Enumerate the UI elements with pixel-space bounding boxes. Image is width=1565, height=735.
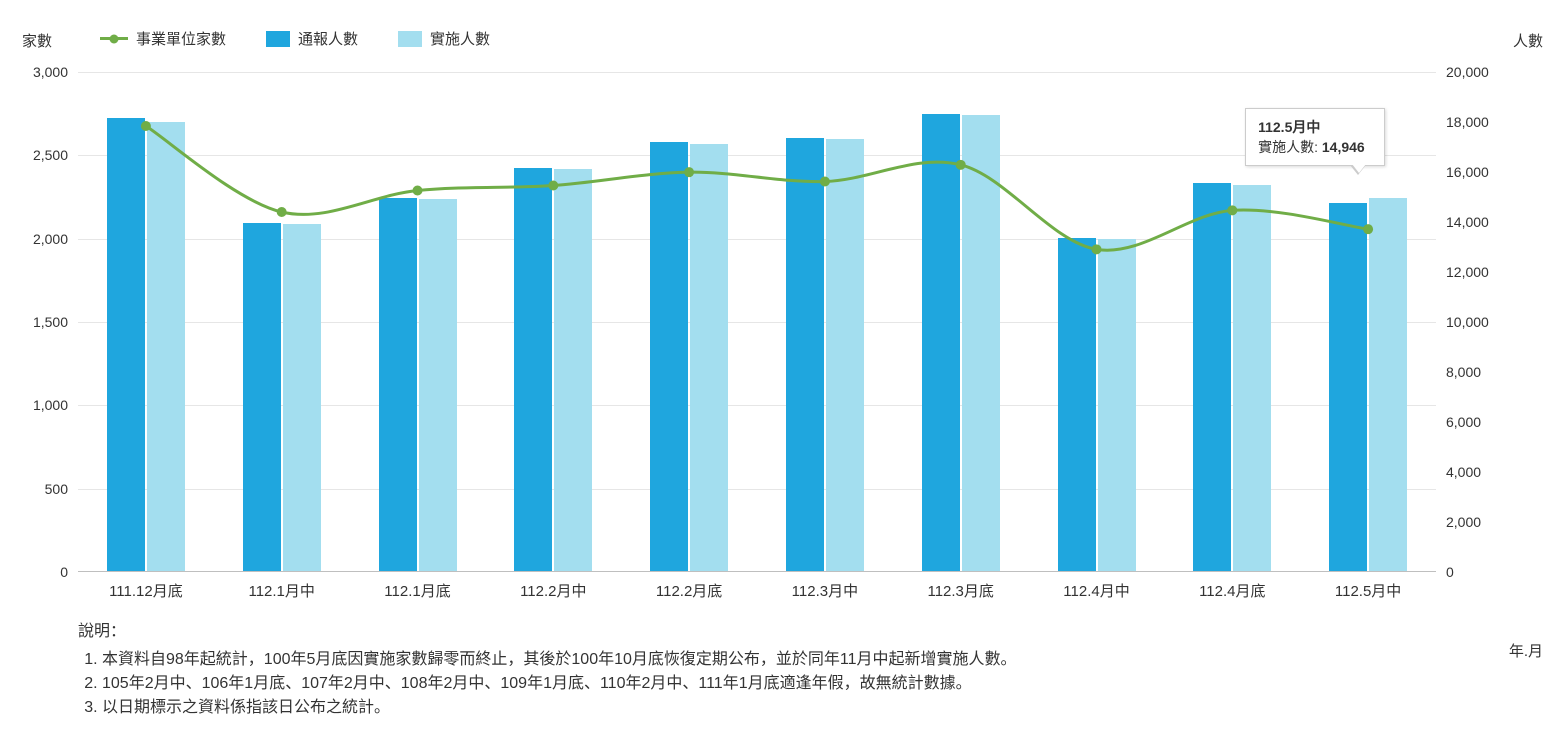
tooltip-value: 14,946 [1322, 139, 1365, 155]
legend-item-line[interactable]: 事業單位家數 [100, 28, 226, 49]
y-tick-right-label: 16,000 [1436, 164, 1489, 180]
note-item: 105年2月中、106年1月底、107年2月中、108年2月中、109年1月底、… [102, 672, 1017, 696]
plot-area: 05001,0001,5002,0002,5003,000 02,0004,00… [78, 72, 1436, 572]
x-tick-label: 111.12月底 [109, 580, 183, 601]
legend: 事業單位家數 通報人數 實施人數 [100, 28, 490, 49]
y-tick-left-label: 2,000 [33, 231, 78, 247]
x-tick-label: 112.5月中 [1335, 580, 1401, 601]
legend-label: 實施人數 [430, 28, 490, 49]
x-axis-line [78, 571, 1436, 572]
line-marker[interactable] [277, 207, 287, 217]
x-tick-label: 112.1月底 [384, 580, 450, 601]
x-tick-label: 112.4月中 [1063, 580, 1129, 601]
tooltip-category: 112.5月中 [1258, 119, 1320, 135]
line-marker[interactable] [413, 186, 423, 196]
y-tick-left-label: 1,000 [33, 397, 78, 413]
y-tick-right-label: 12,000 [1436, 264, 1489, 280]
y-tick-left-label: 3,000 [33, 64, 78, 80]
y-axis-left-title: 家數 [22, 30, 52, 51]
y-axis-right-title: 人數 [1513, 30, 1543, 51]
bar-icon [398, 31, 422, 47]
note-item: 本資料自98年起統計，100年5月底因實施家數歸零而終止，其後於100年10月底… [102, 648, 1017, 672]
x-tick-label: 112.1月中 [248, 580, 314, 601]
notes-block: 說明： 本資料自98年起統計，100年5月底因實施家數歸零而終止，其後於100年… [78, 620, 1017, 720]
x-tick-label: 112.2月中 [520, 580, 586, 601]
y-tick-right-label: 0 [1436, 564, 1454, 580]
line-marker[interactable] [820, 177, 830, 187]
y-tick-right-label: 2,000 [1436, 514, 1481, 530]
line-series [78, 72, 1436, 572]
legend-label: 通報人數 [298, 28, 358, 49]
line-icon [100, 37, 128, 40]
y-tick-right-label: 14,000 [1436, 214, 1489, 230]
y-tick-right-label: 4,000 [1436, 464, 1481, 480]
legend-label: 事業單位家數 [136, 28, 226, 49]
tooltip-series-label: 實施人數 [1258, 139, 1314, 155]
line-marker[interactable] [1092, 244, 1102, 254]
y-tick-right-label: 10,000 [1436, 314, 1489, 330]
x-tick-label: 112.2月底 [656, 580, 722, 601]
bar-icon [266, 31, 290, 47]
line-marker[interactable] [141, 121, 151, 131]
y-tick-right-label: 20,000 [1436, 64, 1489, 80]
x-tick-label: 112.4月底 [1199, 580, 1265, 601]
y-tick-left-label: 2,500 [33, 147, 78, 163]
legend-item-bar2[interactable]: 實施人數 [398, 28, 490, 49]
legend-item-bar1[interactable]: 通報人數 [266, 28, 358, 49]
y-tick-left-label: 0 [60, 564, 78, 580]
y-tick-left-label: 500 [45, 481, 78, 497]
x-tick-label: 112.3月中 [792, 580, 858, 601]
line-marker[interactable] [548, 181, 558, 191]
line-marker[interactable] [956, 160, 966, 170]
line-marker[interactable] [684, 167, 694, 177]
y-tick-right-label: 8,000 [1436, 364, 1481, 380]
note-item: 以日期標示之資料係指該日公布之統計。 [102, 696, 1017, 720]
line-marker[interactable] [1227, 205, 1237, 215]
line-marker[interactable] [1363, 224, 1373, 234]
notes-title: 說明： [78, 620, 1017, 644]
tooltip: 112.5月中 實施人數: 14,946 [1245, 108, 1385, 166]
y-tick-right-label: 18,000 [1436, 114, 1489, 130]
x-axis-title: 年.月 [1509, 640, 1543, 661]
y-tick-right-label: 6,000 [1436, 414, 1481, 430]
x-tick-label: 112.3月底 [927, 580, 993, 601]
y-tick-left-label: 1,500 [33, 314, 78, 330]
